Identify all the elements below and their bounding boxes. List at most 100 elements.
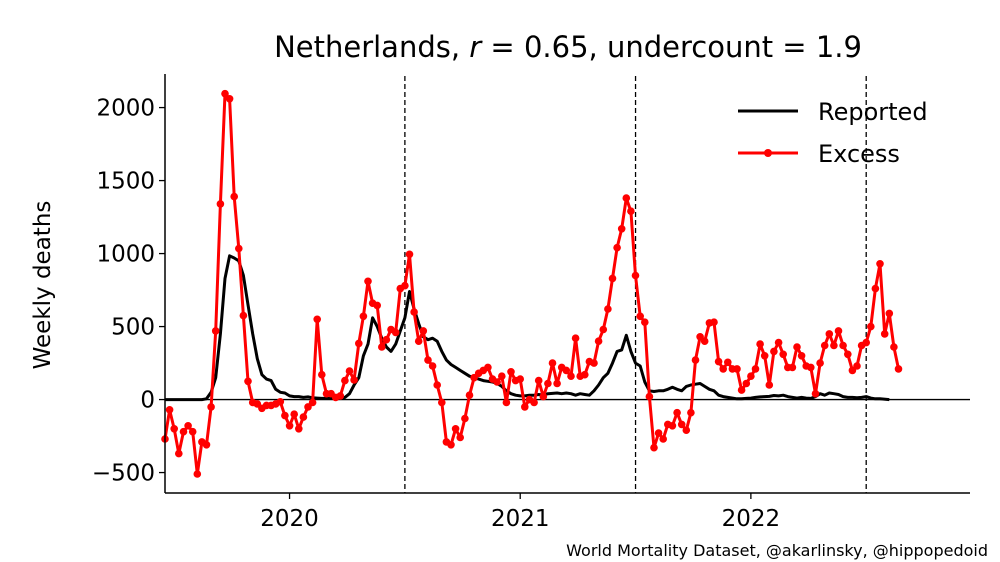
series-excess-point xyxy=(281,411,289,420)
legend: Reported Excess xyxy=(738,98,928,168)
series-excess-point xyxy=(867,322,875,331)
y-tick-label: 1500 xyxy=(96,169,155,195)
series-excess-point xyxy=(428,362,437,370)
series-excess-point xyxy=(862,338,870,347)
series-excess-point xyxy=(890,343,898,351)
series-excess-point xyxy=(691,356,700,364)
title-undercount-value: = 1.9 xyxy=(773,30,862,64)
series-excess-point xyxy=(724,358,732,367)
series-excess-point xyxy=(807,363,815,372)
series-excess-point xyxy=(502,398,511,407)
series-excess-point xyxy=(820,341,829,350)
series-excess-point xyxy=(659,435,667,443)
series-excess-point xyxy=(516,375,524,383)
series-excess-point xyxy=(235,244,243,253)
series-excess-point xyxy=(225,95,234,103)
series-excess-point xyxy=(382,335,391,344)
title-country: Netherlands, xyxy=(274,30,469,64)
series-excess-point xyxy=(188,427,197,436)
series-excess-point xyxy=(521,403,529,411)
series-excess-point xyxy=(548,359,557,367)
series-excess-point xyxy=(355,339,363,348)
chart-title: Netherlands, r = 0.65, undercount = 1.9 xyxy=(274,30,862,64)
series-excess-point xyxy=(308,398,317,407)
series-excess-point xyxy=(202,441,211,449)
series-excess-point xyxy=(276,398,285,406)
series-excess-point xyxy=(737,386,746,394)
series-excess-point xyxy=(747,372,755,381)
series-excess-point xyxy=(364,277,372,286)
series-excess-point xyxy=(216,200,225,208)
series-excess-point xyxy=(567,372,575,381)
series-excess-point xyxy=(760,352,769,360)
series-excess-point xyxy=(719,365,727,373)
series-excess-point xyxy=(184,422,192,430)
x-tick-label: 2021 xyxy=(491,506,550,532)
series-excess-point xyxy=(391,328,400,337)
y-tick-label: 500 xyxy=(111,315,155,341)
series-excess-point xyxy=(438,398,446,407)
series-excess-point xyxy=(165,406,174,414)
series-excess-point xyxy=(853,362,861,370)
series-excess-point xyxy=(179,427,188,436)
series-excess-point xyxy=(700,337,709,346)
series-excess-point xyxy=(410,308,418,316)
legend-excess-marker xyxy=(764,149,772,157)
series-excess-point xyxy=(244,377,252,386)
series-excess-point xyxy=(742,379,751,388)
title-r-value: = 0.65, undercount xyxy=(481,30,773,64)
y-tick-label: 1000 xyxy=(96,242,155,268)
series-excess-point xyxy=(211,327,220,335)
series-excess-point xyxy=(594,337,603,346)
series-excess-point xyxy=(345,367,354,375)
series-excess-point xyxy=(571,334,580,343)
series-excess-point xyxy=(493,378,501,386)
series-excess-point xyxy=(613,243,621,252)
y-axis-ticks: −500 0 500 1000 1500 2000 xyxy=(92,96,165,487)
series-excess-point xyxy=(885,309,894,318)
series-excess-point xyxy=(465,391,474,400)
series-excess-point xyxy=(645,392,654,401)
series-excess-point xyxy=(793,343,801,351)
series-excess-point xyxy=(405,250,414,259)
series-excess-point xyxy=(687,408,695,417)
series-excess-point xyxy=(871,284,880,293)
series-excess-point xyxy=(816,359,824,367)
series-excess-point xyxy=(456,433,465,442)
series-excess-point xyxy=(373,301,382,310)
title-r-label: r xyxy=(469,30,483,64)
series-excess-point xyxy=(604,305,612,313)
y-tick-label: −500 xyxy=(92,461,155,487)
series-excess-point xyxy=(627,207,635,215)
series-excess-point xyxy=(590,359,598,367)
series-excess-point xyxy=(673,408,681,417)
series-reported-line xyxy=(165,254,890,402)
x-tick-label: 2022 xyxy=(722,506,781,532)
series-excess-point xyxy=(830,341,838,350)
series-excess-point xyxy=(714,357,723,366)
y-axis-label: Weekly deaths xyxy=(30,201,56,370)
series-excess-point xyxy=(484,363,492,372)
series-excess-point xyxy=(710,318,718,327)
series-excess-point xyxy=(447,441,455,449)
series-excess-point xyxy=(880,330,889,338)
series-excess-point xyxy=(461,414,469,423)
series-excess-point xyxy=(770,347,778,356)
legend-excess-label: Excess xyxy=(818,140,900,168)
x-axis-ticks: 2020 2021 2022 xyxy=(260,493,780,532)
series-excess-point xyxy=(424,356,432,364)
series-excess-point xyxy=(553,379,561,388)
series-excess-point xyxy=(599,325,608,334)
credit-text: World Mortality Dataset, @akarlinsky, @h… xyxy=(566,541,988,560)
series-excess-point xyxy=(299,413,308,421)
series-excess-point xyxy=(433,381,442,389)
series-excess-point xyxy=(336,392,345,400)
series-excess-point xyxy=(756,340,764,348)
series-excess-point xyxy=(654,429,663,437)
series-excess-point xyxy=(341,376,349,385)
series-excess-point xyxy=(414,337,423,346)
series-excess-point xyxy=(193,470,202,478)
series-excess-point xyxy=(774,338,783,347)
series-excess-point xyxy=(170,425,178,433)
